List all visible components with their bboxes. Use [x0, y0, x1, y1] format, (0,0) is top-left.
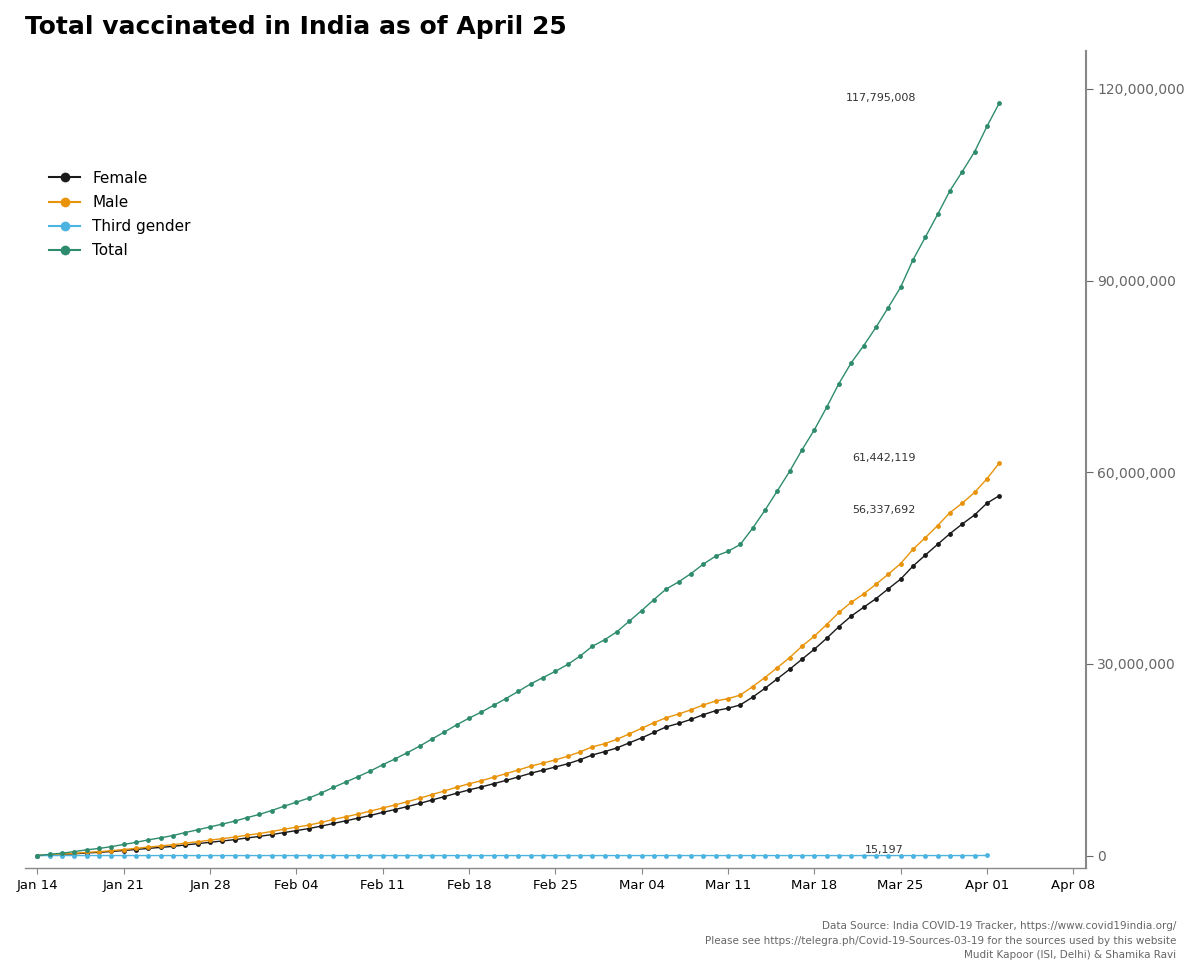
Text: Data Source: India COVID-19 Tracker, https://www.covid19india.org/
Please see ht: Data Source: India COVID-19 Tracker, htt…	[704, 920, 1176, 960]
Text: 56,337,692: 56,337,692	[852, 504, 916, 515]
Text: 61,442,119: 61,442,119	[852, 452, 916, 462]
Text: 15,197: 15,197	[865, 845, 904, 855]
Text: Total vaccinated in India as of April 25: Total vaccinated in India as of April 25	[25, 15, 566, 39]
Text: 117,795,008: 117,795,008	[846, 93, 916, 102]
Legend: Female, Male, Third gender, Total: Female, Male, Third gender, Total	[43, 165, 197, 264]
